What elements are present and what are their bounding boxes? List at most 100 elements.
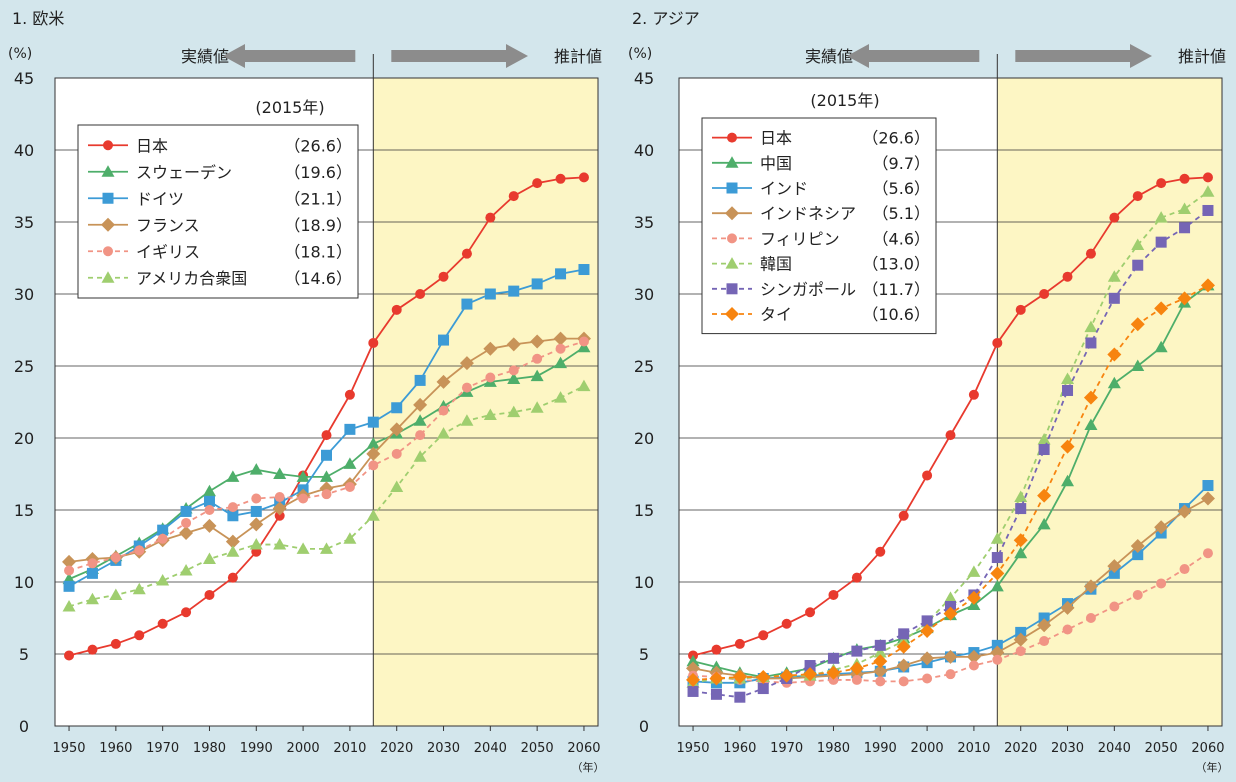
- data-point: [967, 565, 981, 577]
- data-point: [1015, 304, 1026, 315]
- legend-series-value: （18.1）: [284, 242, 352, 261]
- data-point: [756, 670, 771, 685]
- legend-series-value: （14.6）: [284, 269, 352, 288]
- data-point: [686, 654, 700, 667]
- data-point: [63, 580, 75, 592]
- legend-series-value: （26.6）: [862, 129, 930, 148]
- actual-label: 実績値: [181, 47, 229, 66]
- legend-series-value: （19.6）: [284, 163, 352, 182]
- data-point: [686, 661, 701, 676]
- data-point: [1202, 172, 1213, 183]
- data-point: [530, 334, 545, 349]
- data-point: [711, 644, 722, 655]
- data-point: [134, 545, 145, 556]
- data-point: [508, 191, 519, 202]
- data-point: [920, 623, 935, 638]
- data-point: [873, 654, 888, 669]
- data-point: [180, 505, 192, 517]
- data-point: [157, 533, 168, 544]
- data-point: [968, 660, 979, 671]
- legend-box: [701, 117, 937, 335]
- data-point: [320, 542, 333, 554]
- data-point: [554, 391, 568, 403]
- data-point: [249, 517, 264, 532]
- legend-marker: [101, 271, 115, 283]
- data-point: [506, 337, 521, 352]
- data-point: [827, 652, 839, 664]
- data-point: [1062, 384, 1074, 396]
- legend-series-name: フランス: [136, 216, 200, 235]
- data-point: [710, 688, 722, 700]
- data-point: [413, 450, 427, 462]
- data-point: [781, 618, 792, 629]
- data-point: [272, 501, 287, 516]
- data-point: [1038, 612, 1050, 624]
- data-point: [1014, 546, 1028, 559]
- data-point: [990, 532, 1004, 544]
- actual-label: 実績値: [805, 47, 853, 66]
- legend-series-name: インド: [760, 179, 808, 198]
- legend-series-name: アメリカ合衆国: [136, 269, 247, 288]
- data-point: [321, 430, 332, 441]
- data-point: [757, 683, 769, 695]
- legend-marker: [102, 192, 114, 204]
- data-point: [578, 264, 590, 276]
- data-point: [274, 510, 285, 521]
- data-point: [826, 665, 841, 680]
- data-point: [413, 414, 427, 426]
- data-point: [873, 664, 888, 679]
- series-8: [686, 278, 1215, 687]
- data-point: [1062, 271, 1073, 282]
- data-point: [461, 248, 472, 259]
- data-point: [391, 402, 403, 414]
- data-point: [578, 172, 589, 183]
- data-point: [226, 470, 240, 482]
- data-point: [227, 502, 238, 513]
- data-point: [943, 649, 958, 664]
- data-point: [438, 405, 449, 416]
- data-point: [485, 212, 496, 223]
- data-point: [1131, 238, 1145, 251]
- data-point: [1015, 646, 1026, 657]
- data-point: [1177, 504, 1192, 519]
- data-point: [851, 645, 863, 657]
- data-point: [366, 509, 380, 521]
- data-point: [1202, 480, 1214, 492]
- data-point: [1060, 600, 1075, 615]
- data-point: [1015, 626, 1027, 638]
- data-point: [1037, 618, 1052, 633]
- data-point: [249, 538, 263, 550]
- y-tick-label: 15: [14, 501, 34, 520]
- plot-frame: [678, 77, 1223, 727]
- data-point: [1132, 259, 1144, 271]
- x-tick-label: 2040: [1098, 741, 1131, 756]
- data-point: [828, 674, 839, 685]
- data-point: [1132, 549, 1144, 561]
- data-point: [1107, 559, 1122, 574]
- x-tick-label: 2020: [380, 741, 413, 756]
- data-point: [555, 268, 567, 280]
- x-tick-label: 2030: [1051, 741, 1084, 756]
- arrow-right-icon: [391, 44, 528, 68]
- data-point: [992, 337, 1003, 348]
- data-point: [1014, 490, 1028, 503]
- data-point: [1084, 320, 1098, 333]
- x-tick-label: 1950: [52, 741, 85, 756]
- x-tick-label: 1950: [676, 741, 709, 756]
- x-tick-label: 1960: [723, 741, 756, 756]
- data-point: [1107, 270, 1121, 282]
- data-point: [1131, 359, 1145, 371]
- data-point: [368, 460, 379, 471]
- x-tick-label: 2060: [567, 741, 600, 756]
- data-point: [202, 518, 217, 533]
- legend-marker: [101, 217, 115, 232]
- data-point: [1132, 589, 1143, 600]
- data-point: [920, 651, 935, 666]
- data-point: [686, 672, 701, 687]
- y-tick-label: 20: [14, 429, 34, 448]
- data-point: [734, 638, 745, 649]
- data-point: [320, 470, 333, 482]
- x-tick-label: 2010: [957, 741, 990, 756]
- series-6: [62, 379, 591, 612]
- legend-marker: [727, 132, 737, 143]
